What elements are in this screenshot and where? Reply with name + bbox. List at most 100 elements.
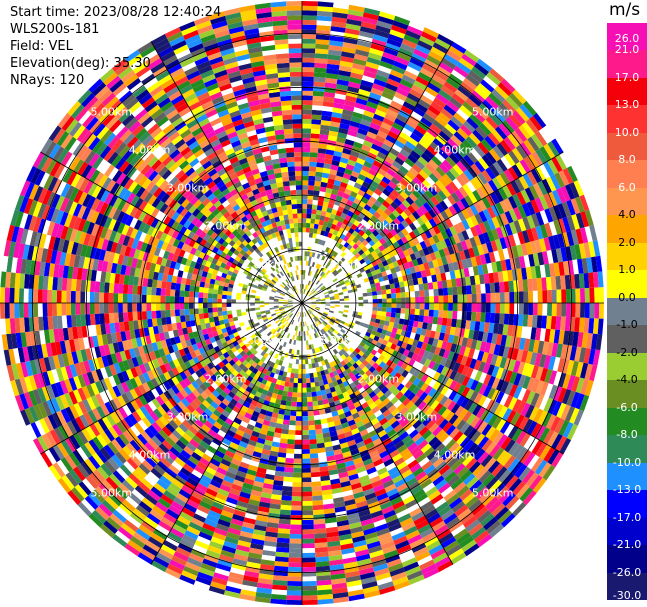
velocity-gate <box>362 312 368 317</box>
velocity-gate <box>384 172 394 181</box>
velocity-gate <box>302 161 310 167</box>
velocity-gate <box>390 288 396 294</box>
velocity-gate <box>203 292 209 299</box>
velocity-gate <box>302 510 314 516</box>
velocity-gate <box>213 316 219 322</box>
velocity-gate <box>394 156 405 166</box>
velocity-gate <box>498 123 511 137</box>
velocity-gate <box>456 127 469 140</box>
velocity-gate <box>361 226 369 233</box>
velocity-gate <box>312 495 323 501</box>
velocity-gate <box>389 164 400 174</box>
velocity-gate <box>306 222 311 228</box>
velocity-gate <box>371 38 387 48</box>
velocity-gate <box>321 115 332 122</box>
velocity-gate <box>365 316 372 322</box>
velocity-gate <box>377 15 394 25</box>
velocity-gate <box>313 291 318 296</box>
velocity-gate <box>303 270 306 275</box>
velocity-gate <box>302 119 312 124</box>
velocity-gate <box>14 303 20 319</box>
velocity-gate <box>438 303 444 311</box>
velocity-gate <box>368 52 383 61</box>
velocity-gate <box>401 161 412 171</box>
velocity-gate <box>221 298 227 303</box>
velocity-gate <box>288 562 302 568</box>
velocity-gate <box>309 251 313 257</box>
velocity-gate <box>343 241 350 248</box>
velocity-gate <box>307 401 313 407</box>
velocity-gate <box>313 86 325 92</box>
velocity-gate <box>315 43 330 50</box>
velocity-gate <box>384 208 393 217</box>
velocity-gate <box>423 202 432 212</box>
velocity-gate <box>327 135 338 142</box>
velocity-gate <box>309 156 318 163</box>
velocity-gate <box>303 331 306 336</box>
velocity-gate <box>99 313 105 325</box>
velocity-gate <box>137 311 143 321</box>
velocity-gate <box>287 581 302 587</box>
velocity-gate <box>23 303 29 318</box>
velocity-gate <box>302 189 308 195</box>
velocity-gate <box>424 211 433 221</box>
velocity-gate <box>435 166 446 177</box>
velocity-gate <box>416 217 425 226</box>
velocity-gate <box>459 172 470 184</box>
velocity-gate <box>94 292 100 303</box>
velocity-gate <box>347 9 364 17</box>
velocity-gate <box>373 139 384 148</box>
velocity-gate <box>315 280 320 285</box>
velocity-gate <box>320 124 331 131</box>
velocity-gate <box>345 95 357 103</box>
velocity-gate <box>395 206 404 215</box>
velocity-gate <box>232 316 239 322</box>
velocity-gate <box>332 278 338 283</box>
velocity-gate <box>388 212 397 221</box>
velocity-gate <box>385 196 394 205</box>
velocity-gate <box>326 68 339 75</box>
velocity-gate <box>437 190 448 201</box>
velocity-gate <box>316 25 332 31</box>
velocity-gate <box>399 286 406 293</box>
velocity-gate <box>444 123 457 135</box>
velocity-gate <box>292 387 298 393</box>
velocity-gate <box>444 141 456 153</box>
velocity-gate <box>421 192 431 202</box>
velocity-gate <box>146 303 152 312</box>
velocity-gate <box>309 152 318 158</box>
velocity-gate <box>306 392 312 398</box>
velocity-gate <box>302 227 306 233</box>
velocity-gate <box>401 228 409 237</box>
velocity-gate <box>343 37 358 45</box>
velocity-gate <box>392 160 402 170</box>
velocity-gate <box>547 289 553 303</box>
velocity-gate <box>494 313 500 324</box>
velocity-gate <box>306 330 309 336</box>
velocity-gate <box>495 303 501 314</box>
velocity-gate <box>321 110 333 117</box>
velocity-gate <box>326 144 336 151</box>
velocity-gate <box>472 129 485 142</box>
velocity-gate <box>344 203 352 211</box>
velocity-gate <box>89 313 96 326</box>
velocity-gate <box>221 303 227 308</box>
velocity-gate <box>293 382 298 388</box>
velocity-gate <box>449 167 460 179</box>
velocity-gate <box>398 281 405 288</box>
velocity-gate <box>556 289 562 303</box>
velocity-gate <box>348 81 361 89</box>
velocity-gate <box>499 303 505 314</box>
velocity-gate <box>382 160 392 169</box>
velocity-gate <box>472 110 486 123</box>
velocity-gate <box>474 86 489 100</box>
velocity-gate <box>312 504 324 511</box>
velocity-gate <box>330 121 341 128</box>
velocity-gate <box>382 227 390 235</box>
velocity-gate <box>512 147 524 162</box>
velocity-gate <box>141 286 148 295</box>
velocity-gate <box>435 93 449 105</box>
velocity-gate <box>410 202 420 211</box>
velocity-gate <box>433 303 439 311</box>
velocity-gate <box>298 364 302 370</box>
